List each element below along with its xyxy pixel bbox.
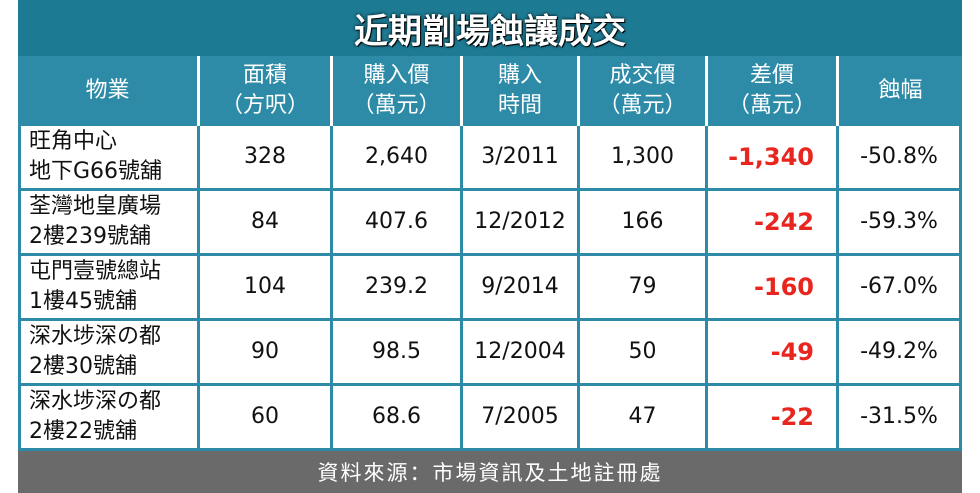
cell-text: （萬元） [727, 93, 816, 118]
header-cell: 成交價 （萬元） [577, 56, 705, 126]
cell-text: -67.0% [860, 274, 938, 299]
data-cell: 166 [577, 191, 705, 256]
data-cell: 328 [197, 126, 330, 191]
data-cell: 2,640 [330, 126, 460, 191]
data-cell: 50 [577, 321, 705, 386]
source-footer: 資料來源：市場資訊及土地註冊處 [18, 451, 962, 493]
cell-text: 407.6 [365, 209, 428, 234]
cell-text: 98.5 [372, 339, 421, 364]
data-cell: 12/2004 [460, 321, 577, 386]
cell-text: 60 [251, 404, 279, 429]
cell-text: （萬元） [352, 93, 441, 118]
cell-text: 屯門壹號總站 [29, 259, 162, 284]
data-cell: 60 [197, 386, 330, 451]
cell-text: （方呎） [220, 93, 309, 118]
cell-text: 3/2011 [481, 144, 559, 169]
cell-text: 時間 [497, 93, 542, 118]
data-cell: 7/2005 [460, 386, 577, 451]
cell-text: 旺角中心 [29, 129, 118, 154]
property-cell: 深水埗深の都 2樓30號舖 [18, 321, 197, 386]
cell-text: 79 [628, 274, 657, 299]
cell-text: -160 [753, 273, 814, 301]
property-cell: 深水埗深の都 2樓22號舖 [18, 386, 197, 451]
data-cell: 47 [577, 386, 705, 451]
property-cell: 荃灣地皇廣場 2樓239號舖 [18, 191, 197, 256]
data-cell: -49.2% [836, 321, 962, 386]
header-cell: 物業 [18, 56, 197, 126]
cell-text: 84 [251, 209, 279, 234]
data-cell: 104 [197, 256, 330, 321]
data-cell: 12/2012 [460, 191, 577, 256]
data-cell: 79 [577, 256, 705, 321]
cell-text: 2樓30號舖 [29, 354, 137, 379]
data-cell: 98.5 [330, 321, 460, 386]
data-cell: 1,300 [577, 126, 705, 191]
cell-text: -242 [753, 208, 814, 236]
header-cell: 購入價 （萬元） [330, 56, 460, 126]
cell-text: 購入 [497, 63, 542, 88]
cell-text: 50 [628, 339, 657, 364]
data-cell: 9/2014 [460, 256, 577, 321]
data-cell: -1,340 [705, 126, 836, 191]
cell-text: 90 [251, 339, 279, 364]
cell-text: 239.2 [365, 274, 428, 299]
data-cell: 239.2 [330, 256, 460, 321]
data-cell: -31.5% [836, 386, 962, 451]
cell-text: -1,340 [728, 143, 814, 171]
cell-text: 166 [621, 209, 664, 234]
property-cell: 旺角中心地下G66號舖 [18, 126, 197, 191]
data-cell: 407.6 [330, 191, 460, 256]
cell-text: -22 [770, 403, 814, 431]
cell-text: 68.6 [372, 404, 421, 429]
cell-text: 成交價 [609, 63, 676, 88]
cell-text: 深水埗深の都 [29, 324, 162, 349]
data-cell: -49 [705, 321, 836, 386]
cell-text: 地下G66號舖 [29, 159, 163, 184]
data-cell: -67.0% [836, 256, 962, 321]
data-cell: 90 [197, 321, 330, 386]
header-cell: 差價 （萬元） [705, 56, 836, 126]
header-cell: 購入 時間 [460, 56, 577, 126]
cell-text: 12/2004 [474, 339, 566, 364]
cell-text: 47 [628, 404, 657, 429]
cell-text: 12/2012 [474, 209, 566, 234]
data-cell: 84 [197, 191, 330, 256]
cell-text: -49.2% [860, 339, 938, 364]
cell-text: 328 [244, 144, 286, 169]
cell-text: 1,300 [611, 144, 674, 169]
cell-text: 購入價 [363, 63, 430, 88]
cell-text: 面積 [242, 63, 287, 88]
data-cell: 68.6 [330, 386, 460, 451]
data-cell: 3/2011 [460, 126, 577, 191]
title: 近期劏場蝕讓成交 [18, 0, 962, 56]
cell-text: （萬元） [598, 93, 687, 118]
data-cell: -59.3% [836, 191, 962, 256]
property-cell: 屯門壹號總站 1樓45號舖 [18, 256, 197, 321]
cell-text: 9/2014 [481, 274, 559, 299]
cell-text: -59.3% [860, 209, 938, 234]
header-cell: 面積 （方呎） [197, 56, 330, 126]
cell-text: 7/2005 [481, 404, 559, 429]
header-cell: 蝕幅 [836, 56, 962, 126]
cell-text: 104 [244, 274, 286, 299]
cell-text: 深水埗深の都 [29, 389, 162, 414]
data-cell: -160 [705, 256, 836, 321]
cell-text: 差價 [749, 63, 794, 88]
cell-text: 1樓45號舖 [29, 289, 137, 314]
cell-text: -50.8% [860, 144, 938, 169]
cell-text: 2樓239號舖 [29, 224, 151, 249]
cell-text: -31.5% [860, 404, 938, 429]
cell-text: 荃灣地皇廣場 [29, 194, 162, 219]
data-cell: -22 [705, 386, 836, 451]
cell-text: 2樓22號舖 [29, 419, 137, 444]
cell-text: 蝕幅 [878, 78, 923, 103]
cell-text: 2,640 [365, 144, 428, 169]
cell-text: -49 [770, 338, 814, 366]
data-cell: -242 [705, 191, 836, 256]
cell-text: 物業 [85, 78, 130, 103]
data-cell: -50.8% [836, 126, 962, 191]
